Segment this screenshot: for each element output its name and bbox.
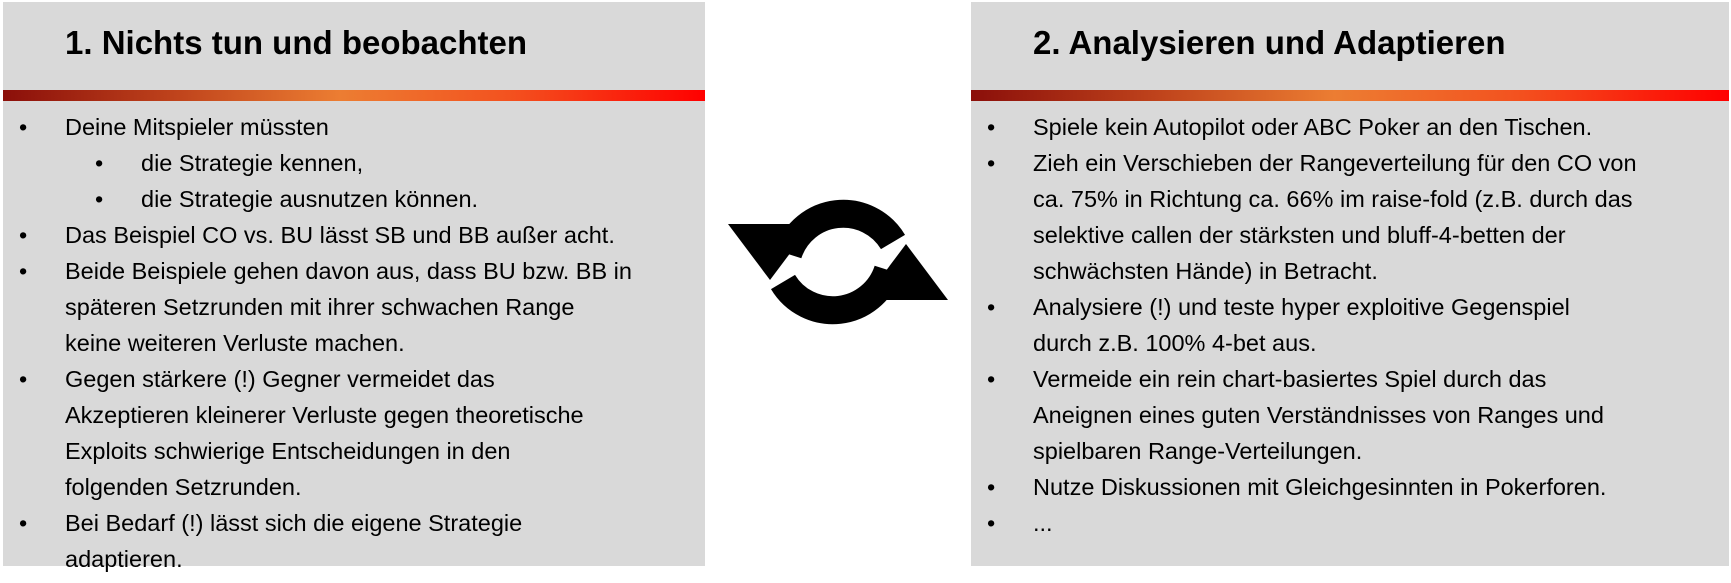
bullet-icon: •	[19, 366, 28, 392]
bullet-text-line: Akzeptieren kleinerer Verluste gegen the…	[65, 402, 584, 428]
bullet-text-line: Deine Mitspieler müssten	[65, 114, 329, 140]
bullet-text-line: adaptieren.	[65, 546, 183, 572]
left-panel-title: 1. Nichts tun und beobachten	[65, 24, 528, 61]
bullet-icon: •	[987, 510, 996, 536]
bullet-text-line: Nutze Diskussionen mit Gleichgesinnten i…	[1033, 474, 1607, 500]
bullet-text-line: späteren Setzrunden mit ihrer schwachen …	[65, 294, 575, 320]
bullet-item: • Beide Beispiele gehen davon aus, dass B…	[3, 253, 705, 361]
right-panel-title: 2. Analysieren und Adaptieren	[1033, 24, 1506, 61]
bullet-item: • Bei Bedarf (!) lässt sich die eigene St…	[3, 505, 705, 577]
bullet-icon: •	[987, 114, 996, 140]
bullet-icon: •	[987, 294, 996, 320]
sub-bullet-item: • die Strategie kennen,	[3, 145, 705, 181]
bullet-text-line: ...	[1033, 510, 1053, 536]
bullet-icon: •	[19, 258, 28, 284]
bullet-icon: •	[987, 150, 996, 176]
bullet-icon: •	[19, 114, 28, 140]
bullet-text-line: Vermeide ein rein chart-basiertes Spiel …	[1033, 366, 1547, 392]
bullet-text-line: Aneignen eines guten Verständnisses von …	[1033, 402, 1604, 428]
bullet-item: • Gegen stärkere (!) Gegner vermeidet das…	[3, 361, 705, 505]
bullet-item: • Vermeide ein rein chart-basiertes Spiel…	[971, 361, 1729, 469]
arrow-head-right	[864, 244, 948, 300]
bullet-text-line: Beide Beispiele gehen davon aus, dass BU…	[65, 258, 632, 284]
bullet-text-line: keine weiteren Verluste machen.	[65, 330, 405, 356]
bullet-text-line: Das Beispiel CO vs. BU lässt SB und BB a…	[65, 222, 615, 248]
bullet-text-line: Analysiere (!) und teste hyper exploitiv…	[1033, 294, 1570, 320]
right-panel-header: 2. Analysieren und Adaptieren	[971, 2, 1729, 90]
bullet-icon: •	[987, 366, 996, 392]
bullet-text-line: die Strategie kennen,	[141, 150, 364, 176]
bullet-icon: •	[95, 186, 104, 212]
sub-bullet-item: • die Strategie ausnutzen können.	[3, 181, 705, 217]
bullet-icon: •	[19, 222, 28, 248]
cycle-arrows-icon	[728, 199, 948, 325]
bullet-text-line: Zieh ein Verschieben der Rangeverteilung…	[1033, 150, 1637, 176]
bullet-text-line: Exploits schwierige Entscheidungen in de…	[65, 438, 511, 464]
bullet-text-line: Spiele kein Autopilot oder ABC Poker an …	[1033, 114, 1593, 140]
bullet-text-line: ca. 75% in Richtung ca. 66% im raise-fol…	[1033, 186, 1633, 212]
bullet-item: • Spiele kein Autopilot oder ABC Poker an…	[971, 109, 1729, 145]
arrow-head-left	[728, 224, 812, 280]
bullet-text-line: die Strategie ausnutzen können.	[141, 186, 479, 212]
gradient-divider	[971, 90, 1729, 101]
bullet-item: • Deine Mitspieler müssten	[3, 109, 705, 145]
bullet-text-line: selektive callen der stärksten und bluff…	[1033, 222, 1566, 248]
bullet-text-line: durch z.B. 100% 4-bet aus.	[1033, 330, 1317, 356]
left-bullet-list: • Deine Mitspieler müssten • die Strategie …	[3, 101, 705, 577]
bullet-item: •...	[971, 505, 1729, 541]
bullet-icon: •	[95, 150, 104, 176]
bullet-text-line: Bei Bedarf (!) lässt sich die eigene Str…	[65, 510, 523, 536]
bullet-item: • Nutze Diskussionen mit Gleichgesinnten …	[971, 469, 1729, 505]
gradient-divider	[3, 90, 705, 101]
bullet-item: • Zieh ein Verschieben der Rangeverteilun…	[971, 145, 1729, 289]
bullet-text-line: schwächsten Hände) in Betracht.	[1033, 258, 1378, 284]
bullet-icon: •	[19, 510, 28, 536]
bullet-icon: •	[987, 474, 996, 500]
right-bullet-list: • Spiele kein Autopilot oder ABC Poker an…	[971, 101, 1729, 541]
left-panel-header: 1. Nichts tun und beobachten	[3, 2, 705, 90]
bullet-text-line: folgenden Setzrunden.	[65, 474, 302, 500]
bullet-item: • Analysiere (!) und teste hyper exploiti…	[971, 289, 1729, 361]
left-panel: 1. Nichts tun und beobachten • Deine Mits…	[3, 2, 705, 572]
bullet-item: • Das Beispiel CO vs. BU lässt SB und BB …	[3, 217, 705, 253]
bullet-text-line: Gegen stärkere (!) Gegner vermeidet das	[65, 366, 495, 392]
right-panel: 2. Analysieren und Adaptieren • Spiele ke…	[971, 2, 1729, 566]
bullet-text-line: spielbaren Range-Verteilungen.	[1033, 438, 1363, 464]
